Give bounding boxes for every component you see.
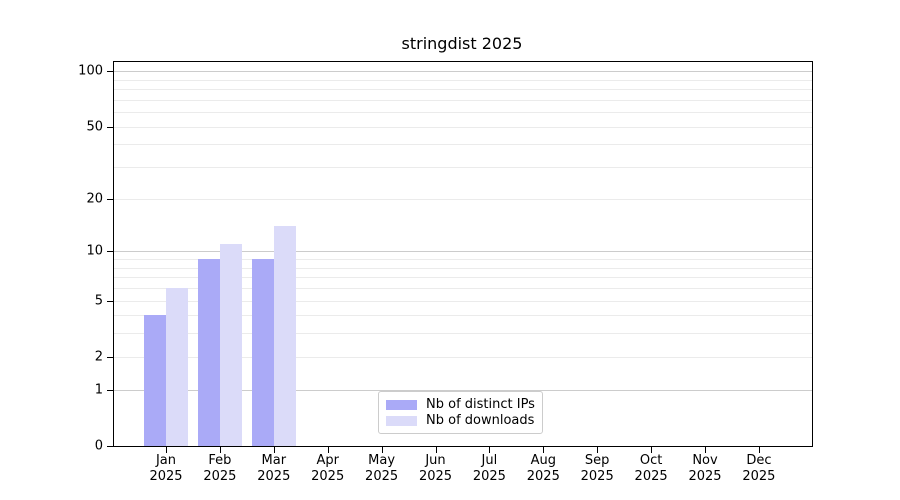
minor-gridline xyxy=(114,300,812,302)
x-tick-mark xyxy=(219,447,221,453)
minor-gridline xyxy=(114,287,812,289)
y-tick-label: 10 xyxy=(86,243,103,259)
y-tick-label: 2 xyxy=(94,349,103,365)
y-tick-label: 5 xyxy=(94,293,103,308)
legend-swatch xyxy=(386,399,417,410)
minor-gridline xyxy=(114,315,812,317)
y-tick-label: 0 xyxy=(94,438,103,454)
minor-gridline xyxy=(114,277,812,279)
plot-area: 0 1 2 5 10 20 50 100 Jan 2025 Feb 2025 Mar 2025 Apr 20… xyxy=(78,61,813,484)
bar-downloads xyxy=(166,287,188,446)
y-tick-mark xyxy=(107,198,113,200)
x-tick-month: Jul xyxy=(481,453,498,468)
legend: Nb of distinct IPs Nb of downloads xyxy=(378,391,543,434)
x-tick-year: 2025 xyxy=(688,469,722,485)
bar-downloads xyxy=(219,244,242,446)
major-gridline xyxy=(114,389,812,391)
x-tick-label: Jul 2025 xyxy=(473,453,506,486)
x-tick-year: 2025 xyxy=(365,469,399,485)
minor-gridline xyxy=(114,167,812,169)
major-gridline xyxy=(114,251,812,253)
y-tick-mark xyxy=(107,300,113,302)
x-tick-label: Oct 2025 xyxy=(635,453,668,486)
minor-gridline xyxy=(114,79,812,81)
x-tick-month: Dec xyxy=(746,453,772,468)
x-tick-label: Mar 2025 xyxy=(257,453,290,486)
minor-gridline xyxy=(114,267,812,269)
x-tick-label: Sep 2025 xyxy=(581,453,614,486)
x-tick-mark xyxy=(597,447,599,453)
x-tick-month: Jun xyxy=(425,453,446,468)
x-tick-month: Feb xyxy=(208,453,232,468)
x-tick-month: Nov xyxy=(692,453,718,468)
x-tick-label: Jun 2025 xyxy=(419,453,452,486)
x-tick-year: 2025 xyxy=(580,469,614,485)
legend-label: Nb of downloads xyxy=(426,413,535,428)
x-tick-label: May 2025 xyxy=(365,453,398,486)
x-tick-mark xyxy=(381,447,383,453)
y-tick-label: 20 xyxy=(86,191,103,207)
y-tick-mark xyxy=(107,251,113,253)
x-tick-mark xyxy=(166,447,167,453)
x-tick-month: Aug xyxy=(530,453,556,468)
x-tick-month: Oct xyxy=(639,453,663,468)
x-tick-month: Jan xyxy=(155,453,177,468)
bar-distinct-ips xyxy=(251,259,274,446)
minor-gridline xyxy=(114,144,812,146)
y-tick-mark xyxy=(107,446,113,447)
minor-gridline xyxy=(114,112,812,114)
minor-gridline xyxy=(114,99,812,101)
x-tick-month: Sep xyxy=(584,453,610,468)
bar-downloads xyxy=(273,226,296,446)
bar-distinct-ips xyxy=(197,259,220,446)
x-tick-mark xyxy=(758,447,760,453)
x-tick-year: 2025 xyxy=(418,469,453,485)
x-tick-label: Aug 2025 xyxy=(527,453,560,486)
x-tick-year: 2025 xyxy=(526,469,560,485)
y-tick-label: 100 xyxy=(78,63,103,79)
minor-gridline xyxy=(114,356,812,358)
x-tick-mark xyxy=(705,447,706,453)
x-tick-year: 2025 xyxy=(472,469,506,485)
y-tick-mark xyxy=(107,356,113,358)
x-tick-label: Nov 2025 xyxy=(688,453,721,486)
minor-gridline xyxy=(114,259,812,260)
bar-distinct-ips xyxy=(144,315,166,446)
minor-gridline xyxy=(114,89,812,90)
y-tick-label: 1 xyxy=(94,382,103,398)
major-gridline xyxy=(114,71,812,73)
x-tick-month: Mar xyxy=(261,453,287,468)
x-tick-label: Jan 2025 xyxy=(149,453,182,486)
x-tick-label: Apr 2025 xyxy=(311,453,344,486)
x-tick-year: 2025 xyxy=(742,469,776,485)
x-tick-month: May xyxy=(368,453,396,468)
x-tick-year: 2025 xyxy=(149,469,183,485)
x-tick-mark xyxy=(489,447,491,453)
x-tick-month: Apr xyxy=(316,453,339,468)
legend-label: Nb of distinct IPs xyxy=(426,397,535,412)
legend-swatch xyxy=(386,415,417,426)
y-tick-mark xyxy=(107,126,113,128)
minor-gridline xyxy=(114,126,812,128)
x-tick-mark xyxy=(651,447,653,453)
chart-title: stringdist 2025 xyxy=(401,34,523,53)
x-tick-year: 2025 xyxy=(203,469,237,485)
minor-gridline xyxy=(114,198,812,200)
x-tick-mark xyxy=(327,447,329,453)
legend-item: Nb of downloads xyxy=(386,413,535,428)
y-tick-mark xyxy=(107,71,113,73)
y-tick-mark xyxy=(107,389,113,391)
x-tick-year: 2025 xyxy=(257,469,291,485)
x-tick-label: Feb 2025 xyxy=(203,453,236,486)
x-tick-year: 2025 xyxy=(311,469,345,485)
x-tick-mark xyxy=(543,447,545,453)
x-tick-label: Dec 2025 xyxy=(742,453,775,486)
minor-gridline xyxy=(114,333,812,335)
x-tick-year: 2025 xyxy=(634,469,668,485)
x-tick-mark xyxy=(273,447,275,453)
x-tick-mark xyxy=(435,447,437,453)
legend-item: Nb of distinct IPs xyxy=(386,397,535,412)
y-tick-label: 50 xyxy=(86,119,103,135)
